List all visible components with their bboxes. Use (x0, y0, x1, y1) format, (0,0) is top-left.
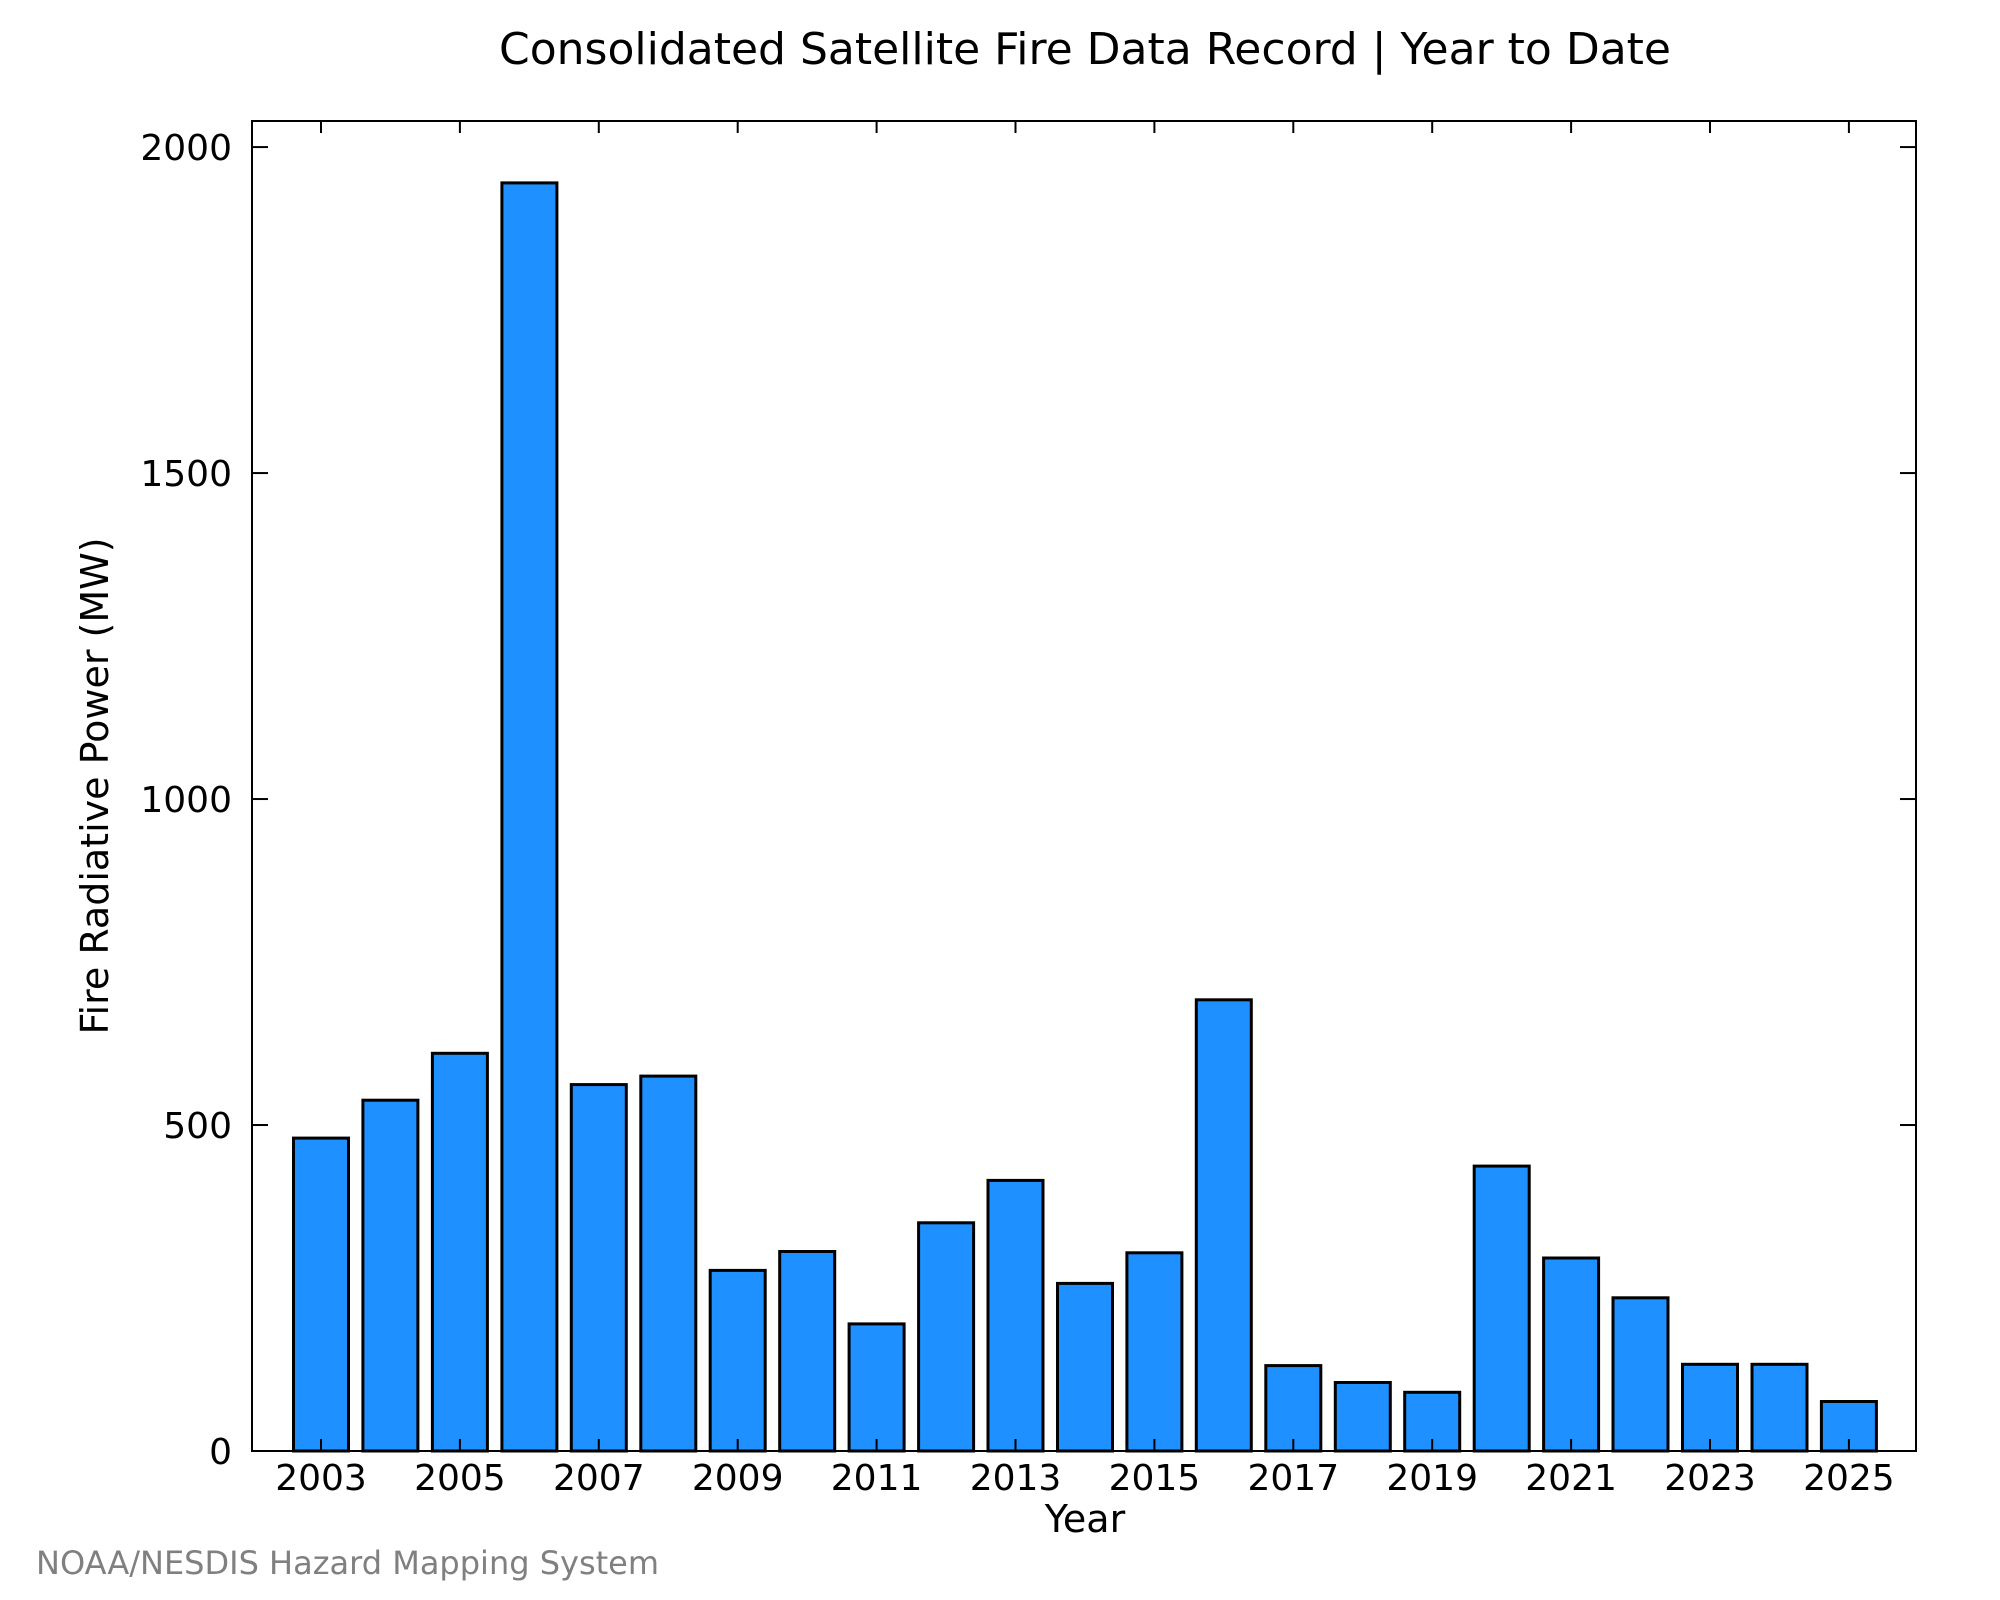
bar-2006 (500, 181, 559, 1453)
bar-2003 (292, 1136, 350, 1453)
bar-2004 (361, 1098, 420, 1453)
bar-2008 (639, 1074, 698, 1453)
x-tick-label: 2013 (970, 1458, 1062, 1499)
y-tick-label: 2000 (140, 128, 232, 169)
x-tick-label: 2019 (1386, 1458, 1478, 1499)
ticks-layer: 2003 2005 2007 2009 2011 2013 2015 2017 2019 2021… (140, 121, 1916, 1499)
x-tick-label: 2015 (1109, 1458, 1201, 1499)
bar-2005 (430, 1051, 489, 1453)
bar-2024 (1750, 1362, 1809, 1453)
x-tick-label: 2005 (414, 1458, 506, 1499)
chart-title: Consolidated Satellite Fire Data Record … (499, 24, 1671, 75)
x-tick-label: 2017 (1247, 1458, 1339, 1499)
bar-2018 (1333, 1381, 1392, 1453)
x-tick-label: 2003 (275, 1458, 367, 1499)
bar-2016 (1194, 998, 1253, 1453)
credit-text: NOAA/NESDIS Hazard Mapping System (36, 1544, 659, 1582)
bar-2020 (1472, 1164, 1531, 1453)
y-tick-label: 500 (163, 1106, 232, 1147)
x-axis-label: Year (1044, 1497, 1126, 1541)
bar-2007 (569, 1083, 628, 1453)
bar-2023 (1681, 1362, 1739, 1453)
bar-2013 (986, 1178, 1045, 1453)
bar-2010 (778, 1250, 837, 1453)
bar-2009 (708, 1268, 767, 1453)
x-tick-label: 2025 (1803, 1458, 1895, 1499)
bar-2015 (1125, 1251, 1184, 1453)
x-tick-label: 2009 (692, 1458, 784, 1499)
y-tick-label: 0 (209, 1432, 232, 1473)
y-tick-label: 1500 (140, 454, 232, 495)
bar-2022 (1611, 1296, 1670, 1453)
bars-layer (292, 181, 1878, 1453)
x-tick-label: 2007 (553, 1458, 645, 1499)
plot-frame (251, 120, 1917, 1452)
bar-2021 (1542, 1256, 1601, 1453)
bar-2011 (847, 1322, 906, 1453)
x-tick-label: 2021 (1525, 1458, 1617, 1499)
x-tick-label: 2023 (1664, 1458, 1756, 1499)
bar-2017 (1264, 1364, 1323, 1453)
bar-2014 (1056, 1281, 1114, 1453)
y-tick-label: 1000 (140, 780, 232, 821)
bar-2012 (917, 1221, 976, 1453)
y-axis-label: Fire Radiative Power (MW) (73, 537, 117, 1034)
x-tick-label: 2011 (831, 1458, 923, 1499)
